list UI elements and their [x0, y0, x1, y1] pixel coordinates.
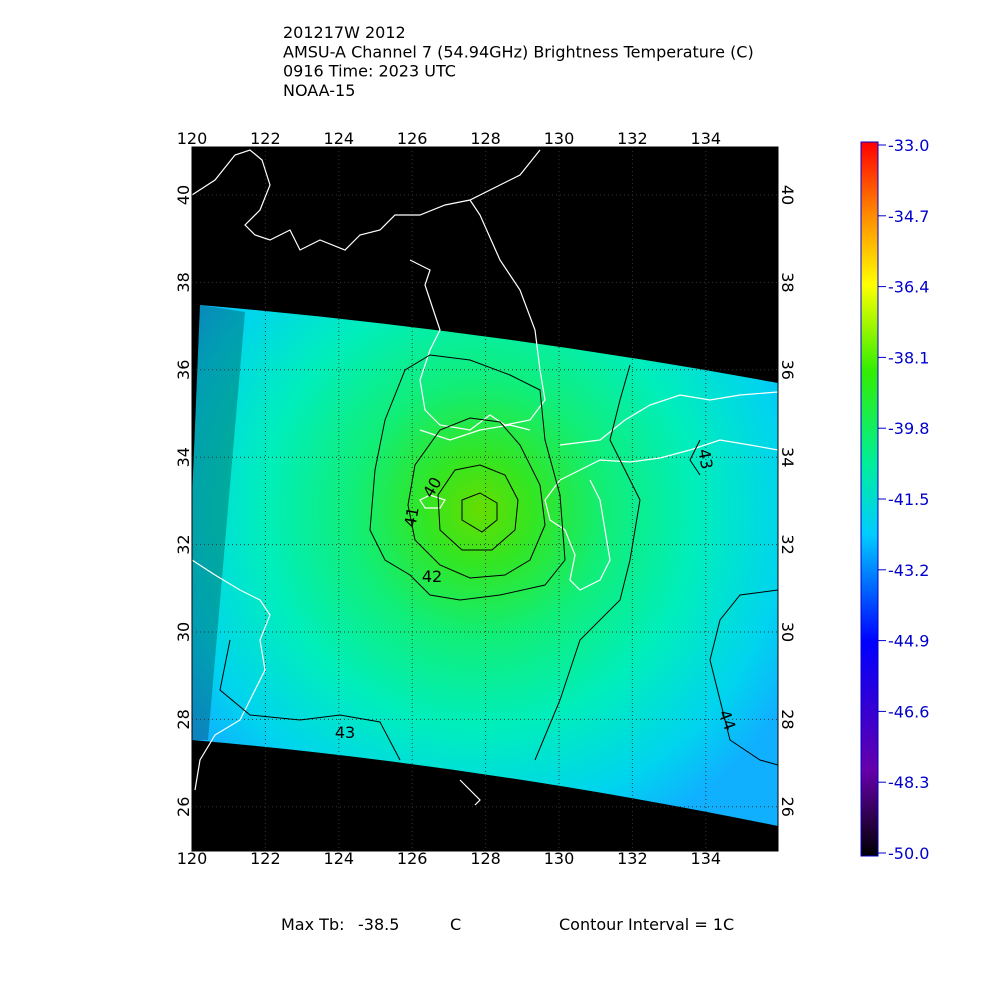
- lon-label-bottom: 130: [544, 849, 575, 868]
- lat-label-right: 34: [778, 447, 797, 467]
- colorbar: -33.0 -34.7 -36.4 -38.1 -39.8 -41.5 -43.2 -44.9…: [860, 136, 929, 863]
- colorbar-label: -50.0: [888, 844, 929, 863]
- lat-label-right: 30: [778, 622, 797, 642]
- footer: Max Tb: -38.5 C Contour Interval = 1C: [281, 915, 734, 934]
- lat-label-left: 28: [174, 709, 193, 729]
- contour-label: 43: [335, 723, 355, 742]
- lon-label-top: 134: [691, 129, 722, 148]
- max-value: -38.5: [358, 915, 399, 934]
- contour-interval: Contour Interval = 1C: [559, 915, 734, 934]
- axis-labels: 120 120 122 122 124 124 126 126 128 128 130 130 132 1…: [174, 129, 797, 868]
- colorbar-label: -46.6: [888, 702, 929, 721]
- lon-label-bottom: 132: [617, 849, 648, 868]
- colorbar-label: -36.4: [888, 278, 929, 297]
- max-label: Max Tb:: [281, 915, 344, 934]
- lat-label-right: 32: [778, 534, 797, 554]
- swath-edge-hatch: [192, 305, 245, 740]
- title-line: AMSU-A Channel 7 (54.94GHz) Brightness T…: [283, 42, 754, 61]
- lon-label-top: 130: [544, 129, 575, 148]
- lon-label-bottom: 122: [250, 849, 281, 868]
- lon-label-bottom: 124: [324, 849, 355, 868]
- lat-label-left: 34: [174, 447, 193, 467]
- lat-label-left: 38: [174, 272, 193, 292]
- colorbar-label: -34.7: [888, 207, 929, 226]
- contour-label: 41: [400, 505, 422, 528]
- map-frame: [191, 146, 779, 852]
- colorbar-label: -38.1: [888, 348, 929, 367]
- title-line: 201217W 2012: [283, 23, 406, 42]
- lat-label-right: 26: [778, 797, 797, 817]
- lon-label-top: 132: [617, 129, 648, 148]
- lat-label-right: 40: [778, 185, 797, 205]
- lon-label-bottom: 126: [397, 849, 428, 868]
- coastlines: [192, 149, 778, 806]
- title-line: 0916 Time: 2023 UTC: [283, 62, 456, 81]
- contour-label: 43: [694, 447, 716, 470]
- colorbar-label: -41.5: [888, 490, 929, 509]
- lat-label-left: 40: [174, 185, 193, 205]
- title-line: NOAA-15: [283, 81, 355, 100]
- colorbar-label: -39.8: [888, 419, 929, 438]
- colorbar-label: -48.3: [888, 773, 929, 792]
- lon-label-bottom: 134: [691, 849, 722, 868]
- colorbar-label: -33.0: [888, 136, 929, 155]
- swath: [192, 305, 778, 826]
- lon-label-bottom: 128: [470, 849, 501, 868]
- lat-label-right: 38: [778, 272, 797, 292]
- lon-label-top: 124: [324, 129, 355, 148]
- graticule: [192, 147, 778, 851]
- lon-label-top: 120: [177, 129, 208, 148]
- max-unit: C: [450, 915, 461, 934]
- colorbar-label: -43.2: [888, 561, 929, 580]
- lon-label-top: 128: [470, 129, 501, 148]
- colorbar-label: -44.9: [888, 632, 929, 651]
- lat-label-left: 32: [174, 534, 193, 554]
- lon-label-top: 126: [397, 129, 428, 148]
- lon-label-top: 122: [250, 129, 281, 148]
- contours: [219, 354, 778, 766]
- lat-label-left: 26: [174, 797, 193, 817]
- colorbar-ramp: [860, 141, 879, 857]
- contour-label: 42: [422, 567, 442, 586]
- lat-label-left: 36: [174, 360, 193, 380]
- lat-label-left: 30: [174, 622, 193, 642]
- lon-label-bottom: 120: [177, 849, 208, 868]
- lat-label-right: 36: [778, 360, 797, 380]
- lat-label-right: 28: [778, 709, 797, 729]
